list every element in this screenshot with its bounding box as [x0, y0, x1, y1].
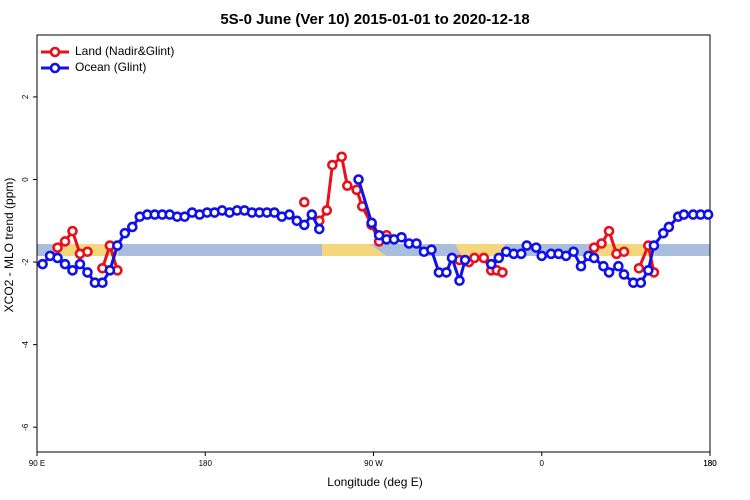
point	[269, 207, 280, 218]
point	[291, 215, 303, 227]
point	[306, 209, 318, 220]
point	[327, 159, 338, 171]
y-axis-label: XCO2 - MLO trend (ppm)	[2, 178, 16, 313]
point	[52, 242, 63, 253]
point	[112, 240, 123, 251]
point	[493, 252, 505, 264]
point	[313, 223, 325, 235]
point	[396, 232, 407, 243]
point	[598, 260, 609, 272]
legend-marker	[49, 46, 61, 58]
land-band	[322, 244, 386, 256]
legend-label: Ocean (Glint)	[75, 60, 146, 74]
point	[446, 252, 458, 264]
point	[299, 219, 310, 231]
point	[67, 225, 78, 237]
y-tick-label: 0	[21, 177, 30, 182]
point	[618, 246, 630, 258]
point	[82, 246, 93, 258]
point	[127, 221, 138, 233]
point	[426, 244, 437, 255]
legend-label: Land (Nadir&Glint)	[75, 44, 174, 58]
x-tick-label: 0	[540, 459, 545, 468]
point	[485, 258, 497, 270]
point	[635, 277, 647, 289]
x-axis-label: Longitude (deg E)	[327, 475, 422, 489]
point	[478, 252, 490, 264]
point	[469, 252, 480, 264]
point	[441, 267, 452, 278]
point	[643, 265, 654, 276]
x-tick-label: 180	[199, 459, 213, 468]
point	[74, 258, 86, 270]
point	[633, 262, 645, 274]
x-tick-label: 90 E	[29, 459, 45, 468]
point	[648, 240, 660, 251]
point	[411, 238, 422, 249]
point	[459, 254, 471, 266]
point	[560, 250, 572, 262]
point	[657, 227, 669, 239]
point	[59, 236, 71, 247]
x-tick-label: 180	[703, 459, 717, 468]
point	[678, 209, 690, 220]
point	[603, 225, 615, 237]
point	[663, 221, 675, 233]
mask-band	[37, 244, 710, 256]
y-tick-label: -6	[21, 423, 30, 431]
point	[596, 238, 607, 249]
legend-marker	[49, 62, 61, 74]
point	[575, 260, 587, 272]
point	[37, 258, 48, 270]
point	[342, 180, 353, 191]
point	[702, 209, 714, 220]
y-tick-label: -2	[21, 258, 30, 266]
point	[284, 209, 295, 220]
y-tick-label: -4	[21, 341, 30, 349]
point	[603, 267, 615, 278]
point	[497, 267, 508, 278]
land-band	[455, 244, 505, 256]
plot-frame	[36, 34, 711, 453]
point	[299, 196, 310, 208]
point	[82, 267, 93, 278]
chart-title: 5S-0 June (Ver 10) 2015-01-01 to 2020-12…	[220, 11, 529, 28]
point	[97, 277, 108, 289]
point	[353, 174, 364, 185]
point	[454, 275, 465, 286]
point	[613, 260, 624, 272]
point	[59, 258, 71, 270]
point	[179, 211, 190, 222]
point	[52, 252, 63, 264]
x-tick-label: 90 W	[364, 459, 383, 468]
point	[588, 252, 600, 264]
point	[373, 229, 385, 241]
point	[530, 242, 542, 253]
point	[119, 227, 131, 239]
x-tick-label: 180	[703, 459, 717, 468]
point	[588, 242, 600, 253]
point	[366, 217, 377, 229]
point	[536, 250, 548, 262]
y-tick-label: 2	[21, 94, 30, 99]
point	[618, 269, 630, 280]
point	[515, 248, 527, 260]
point	[336, 151, 348, 163]
point	[321, 205, 333, 216]
point	[104, 265, 116, 276]
point	[521, 240, 533, 251]
point	[67, 265, 78, 276]
point	[568, 246, 579, 258]
